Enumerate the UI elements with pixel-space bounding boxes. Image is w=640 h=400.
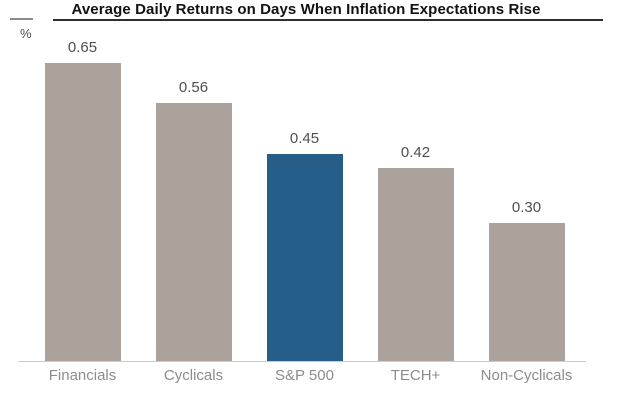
bar-non-cyclicals	[488, 223, 565, 361]
bar-value-label: 0.56	[178, 79, 209, 96]
bar-cyclicals	[155, 103, 232, 361]
y-axis-unit-label: %	[20, 26, 32, 41]
top-left-rule	[10, 18, 33, 20]
bar-value-label: 0.42	[400, 144, 431, 161]
bar-column-financials: 0.65	[27, 39, 138, 361]
bar-value-label: 0.30	[511, 199, 542, 216]
category-axis: Financials Cyclicals S&P 500 TECH+ Non-Cycli…	[27, 367, 582, 384]
bar-column-s-p-500: 0.45	[249, 39, 360, 361]
bar-value-label: 0.65	[67, 39, 98, 56]
category-label-financials: Financials	[48, 367, 117, 384]
x-axis-line	[18, 361, 586, 362]
bar-value-label: 0.45	[289, 130, 320, 147]
chart-title: Average Daily Returns on Days When Infla…	[71, 1, 541, 18]
bar-column-non-cyclicals: 0.30	[471, 39, 582, 361]
bar-financials	[44, 63, 121, 361]
bar-column-cyclicals: 0.56	[138, 39, 249, 361]
title-underline	[53, 19, 603, 21]
category-label-cyclicals: Cyclicals	[163, 367, 224, 384]
bar-s-p-500	[266, 154, 343, 361]
category-label-s-p-500: S&P 500	[275, 367, 334, 384]
category-label-non-cyclicals: Non-Cyclicals	[480, 367, 573, 384]
category-label-tech: TECH+	[390, 367, 441, 384]
bar-column-tech: 0.42	[360, 39, 471, 361]
bar-tech	[377, 168, 454, 361]
plot-area: 0.65 0.56 0.45 0.42 0.30	[27, 39, 582, 361]
